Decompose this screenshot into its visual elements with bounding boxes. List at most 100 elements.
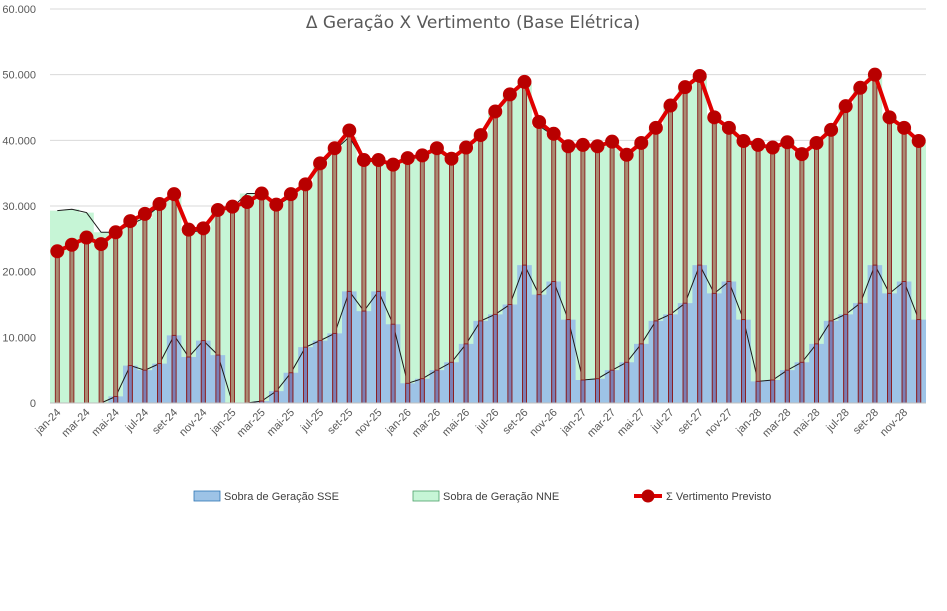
- bar-vertimento-sse: [668, 313, 673, 404]
- bar-vertimento-sse: [551, 281, 557, 404]
- bar-vertimento: [288, 193, 294, 404]
- point-vertimento: [123, 214, 138, 229]
- bar-vertimento-sse: [916, 319, 922, 404]
- point-vertimento: [473, 128, 488, 143]
- point-vertimento: [867, 67, 882, 82]
- bar-vertimento-sse: [609, 369, 615, 404]
- bar-vertimento-sse: [463, 343, 469, 404]
- point-vertimento: [50, 244, 65, 259]
- point-vertimento: [108, 225, 123, 240]
- bar-vertimento-sse: [755, 380, 761, 404]
- bar-vertimento: [405, 157, 411, 404]
- bar-vertimento-sse: [186, 356, 192, 404]
- point-vertimento: [415, 148, 430, 163]
- point-vertimento: [678, 80, 693, 95]
- y-tick-label: 10.000: [2, 332, 36, 344]
- point-vertimento: [386, 157, 401, 172]
- bar-vertimento-sse: [843, 313, 849, 404]
- point-vertimento: [590, 139, 605, 154]
- bar-vertimento-sse: [565, 319, 571, 404]
- point-vertimento: [488, 104, 503, 119]
- bar-vertimento: [54, 250, 60, 404]
- point-vertimento: [313, 156, 328, 171]
- bar-vertimento-sse: [200, 340, 206, 404]
- bar-vertimento-sse: [449, 361, 454, 404]
- point-vertimento: [444, 151, 459, 166]
- bar-vertimento: [770, 147, 776, 404]
- legend: Sobra de Geração SSE Sobra de Geração NN…: [193, 489, 771, 503]
- point-vertimento: [400, 151, 415, 166]
- bar-vertimento: [230, 206, 235, 404]
- bar-vertimento-sse: [814, 343, 819, 404]
- bar-vertimento-sse: [376, 290, 381, 404]
- point-vertimento: [780, 135, 795, 150]
- bar-vertimento: [595, 145, 600, 404]
- bar-vertimento-sse: [638, 343, 644, 404]
- bar-vertimento-sse: [478, 320, 484, 404]
- point-vertimento: [765, 140, 780, 155]
- point-vertimento: [619, 147, 634, 162]
- y-axis-ticks: 0 10.000 20.000 30.000 40.000 50.000 60.000: [2, 4, 36, 410]
- bar-vertimento-sse: [799, 361, 805, 404]
- point-vertimento: [94, 237, 109, 252]
- bar-vertimento: [580, 144, 586, 404]
- legend-item-sse[interactable]: Sobra de Geração SSE: [193, 490, 339, 503]
- point-vertimento: [605, 134, 620, 149]
- line-layer: [50, 67, 926, 259]
- point-vertimento: [707, 110, 722, 125]
- y-tick-label: 20.000: [2, 267, 36, 279]
- point-vertimento: [853, 80, 868, 95]
- point-vertimento: [911, 133, 926, 148]
- bar-vertimento-sse: [901, 281, 907, 404]
- point-vertimento: [298, 177, 313, 192]
- chart-title: Δ Geração X Vertimento (Base Elétrica): [306, 13, 640, 33]
- bar-vertimento: [98, 243, 104, 404]
- bar-vertimento-sse: [507, 304, 513, 404]
- bar-vertimento-sse: [653, 320, 659, 404]
- point-vertimento: [79, 230, 94, 245]
- bar-vertimento-sse: [887, 292, 892, 404]
- bar-vertimento-sse: [405, 382, 411, 404]
- bar-vertimento-sse: [346, 290, 352, 404]
- bar-vertimento-sse: [171, 334, 177, 404]
- point-vertimento: [64, 237, 79, 252]
- bar-vertimento-sse: [492, 313, 498, 404]
- bar-vertimento-sse: [624, 361, 630, 404]
- bar-vertimento: [273, 204, 279, 404]
- bar-vertimento-sse: [157, 363, 162, 404]
- bar-vertimento-sse: [770, 379, 776, 404]
- bar-vertimento: [244, 201, 250, 404]
- bar-vertimento-sse: [317, 340, 323, 404]
- bar-vertimento: [755, 144, 761, 404]
- bar-vertimento-sse: [390, 323, 396, 404]
- legend-item-nne[interactable]: Sobra de Geração NNE: [412, 490, 559, 503]
- bar-vertimento: [419, 154, 425, 404]
- bar-vertimento-sse: [273, 390, 279, 404]
- point-vertimento: [897, 120, 912, 135]
- y-tick-label: 30.000: [2, 201, 36, 213]
- bar-vertimento: [609, 141, 615, 404]
- point-vertimento: [502, 87, 517, 102]
- point-vertimento: [648, 120, 663, 135]
- legend-item-vertimento[interactable]: Σ Vertimento Previsto: [634, 489, 771, 503]
- point-vertimento: [283, 187, 298, 202]
- bar-vertimento-sse: [536, 294, 542, 404]
- bar-vertimento: [784, 141, 790, 404]
- bar-vertimento-sse: [741, 319, 746, 404]
- point-vertimento: [692, 68, 707, 83]
- point-vertimento: [225, 199, 240, 214]
- bar-vertimento-sse: [682, 302, 688, 404]
- point-vertimento: [371, 153, 386, 168]
- bar-vertimento-sse: [580, 379, 586, 404]
- bar-vertimento-sse: [361, 310, 367, 404]
- point-vertimento: [838, 99, 853, 114]
- point-vertimento: [561, 139, 576, 154]
- bar-vertimento-sse: [711, 292, 717, 404]
- bar-vertimento-sse: [215, 354, 221, 404]
- bar-vertimento-sse: [142, 369, 148, 404]
- bar-vertimento-sse: [303, 346, 308, 404]
- point-vertimento: [240, 195, 255, 210]
- bar-vertimento-sse: [288, 372, 294, 404]
- bar-vertimento-sse: [828, 320, 834, 404]
